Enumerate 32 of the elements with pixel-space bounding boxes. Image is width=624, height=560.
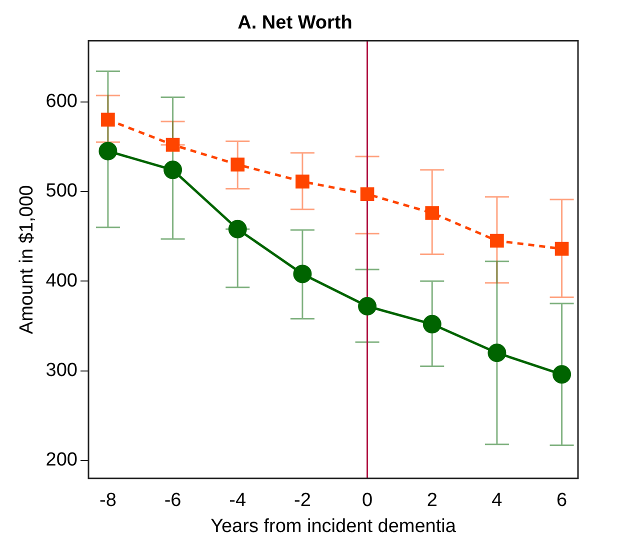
point bbox=[164, 160, 182, 180]
y-axis-title: Amount in $1,000 bbox=[16, 185, 38, 334]
point bbox=[488, 344, 506, 362]
point bbox=[422, 314, 442, 334]
point bbox=[230, 158, 245, 172]
point bbox=[296, 174, 310, 188]
y-tick-label: 300 bbox=[46, 360, 78, 382]
point bbox=[358, 296, 377, 316]
chart-title: A. Net Worth bbox=[238, 12, 352, 34]
x-tick-label: 4 bbox=[492, 490, 503, 512]
x-axis-title: Years from incident dementia bbox=[210, 516, 456, 537]
y-tick-label: 200 bbox=[46, 450, 78, 471]
x-tick-label: 6 bbox=[556, 490, 568, 512]
point bbox=[552, 365, 572, 384]
point bbox=[293, 264, 312, 284]
x-tick-label: -2 bbox=[294, 490, 311, 512]
x-tick-label: -4 bbox=[229, 490, 246, 512]
x-tick-label: 0 bbox=[362, 490, 373, 512]
y-tick-label: 500 bbox=[46, 180, 78, 202]
point bbox=[554, 242, 569, 256]
point bbox=[101, 112, 115, 127]
x-tick-label: 2 bbox=[426, 490, 438, 512]
y-tick-label: 400 bbox=[46, 270, 78, 292]
point bbox=[360, 187, 374, 202]
point bbox=[490, 234, 504, 248]
point bbox=[228, 220, 247, 238]
x-tick-label: -6 bbox=[164, 490, 182, 512]
point bbox=[425, 206, 440, 220]
point bbox=[98, 142, 118, 160]
point bbox=[166, 138, 180, 152]
y-tick-label: 600 bbox=[46, 91, 78, 112]
x-tick-label: -8 bbox=[100, 490, 116, 512]
